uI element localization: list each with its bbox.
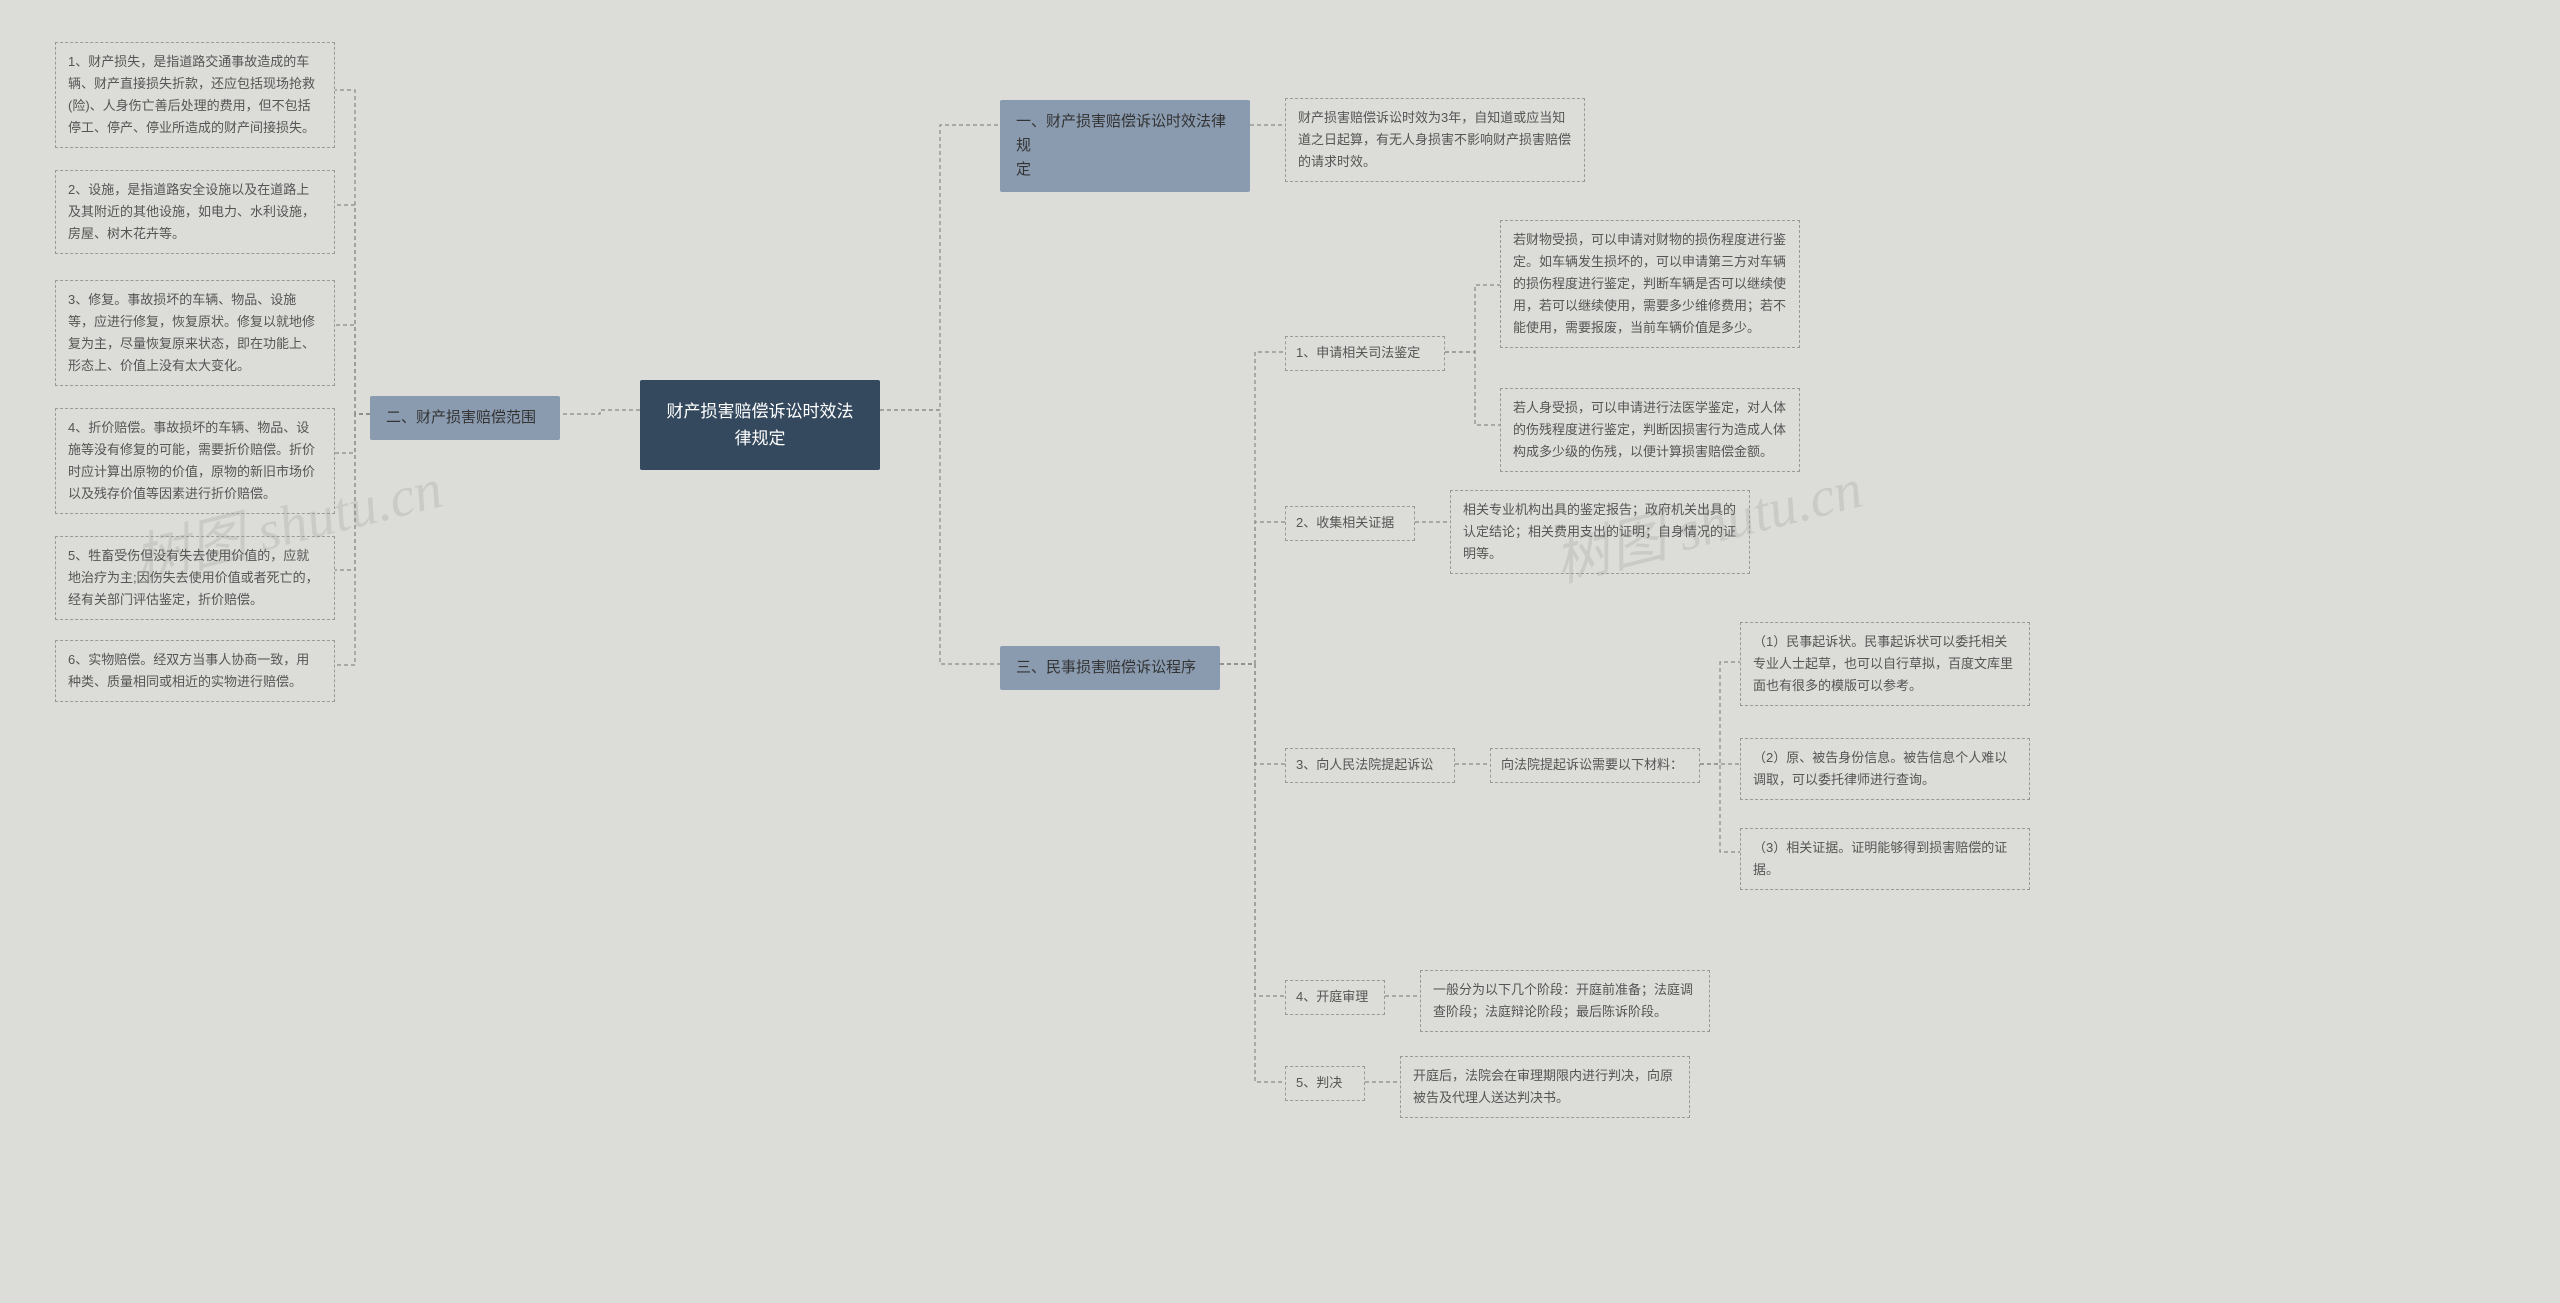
b3-sub-5-text: 5、判决 xyxy=(1296,1075,1342,1090)
s3-leaf-1: （2）原、被告身份信息。被告信息个人难以调取，可以委托律师进行查询。 xyxy=(1740,738,2030,800)
b3-sub-4-text: 4、开庭审理 xyxy=(1296,989,1368,1004)
b3-sub-5: 5、判决 xyxy=(1285,1066,1365,1101)
s3-leaf-2: （3）相关证据。证明能够得到损害赔偿的证据。 xyxy=(1740,828,2030,890)
b2-leaf-0: 1、财产损失，是指道路交通事故造成的车辆、财产直接损失折款，还应包括现场抢救(险… xyxy=(55,42,335,148)
b2-leaf-3: 4、折价赔偿。事故损坏的车辆、物品、设施等没有修复的可能，需要折价赔偿。折价时应… xyxy=(55,408,335,514)
b1-leaf-0: 财产损害赔偿诉讼时效为3年，自知道或应当知道之日起算，有无人身损害不影响财产损害… xyxy=(1285,98,1585,182)
b2-leaf-5-text: 6、实物赔偿。经双方当事人协商一致，用种类、质量相同或相近的实物进行赔偿。 xyxy=(68,652,309,689)
s3-mid: 向法院提起诉讼需要以下材料： xyxy=(1490,748,1700,783)
s4-leaf-0-text: 一般分为以下几个阶段：开庭前准备；法庭调查阶段；法庭辩论阶段；最后陈诉阶段。 xyxy=(1433,982,1693,1019)
s1-leaf-0-text: 若财物受损，可以申请对财物的损伤程度进行鉴定。如车辆发生损坏的，可以申请第三方对… xyxy=(1513,232,1786,335)
b3-sub-1: 1、申请相关司法鉴定 xyxy=(1285,336,1445,371)
b3-sub-4: 4、开庭审理 xyxy=(1285,980,1385,1015)
b3-sub-1-text: 1、申请相关司法鉴定 xyxy=(1296,345,1420,360)
s3-mid-text: 向法院提起诉讼需要以下材料： xyxy=(1501,757,1683,772)
branch-3: 三、民事损害赔偿诉讼程序 xyxy=(1000,646,1220,690)
s3-leaf-0: （1）民事起诉状。民事起诉状可以委托相关专业人士起草，也可以自行草拟，百度文库里… xyxy=(1740,622,2030,706)
b3-sub-2-text: 2、收集相关证据 xyxy=(1296,515,1394,530)
s4-leaf-0: 一般分为以下几个阶段：开庭前准备；法庭调查阶段；法庭辩论阶段；最后陈诉阶段。 xyxy=(1420,970,1710,1032)
branch-1: 一、财产损害赔偿诉讼时效法律规定 xyxy=(1000,100,1250,192)
b2-leaf-1-text: 2、设施，是指道路安全设施以及在道路上及其附近的其他设施，如电力、水利设施，房屋… xyxy=(68,182,315,241)
b1-leaf-0-text: 财产损害赔偿诉讼时效为3年，自知道或应当知道之日起算，有无人身损害不影响财产损害… xyxy=(1298,110,1571,169)
s5-leaf-0-text: 开庭后，法院会在审理期限内进行判决，向原被告及代理人送达判决书。 xyxy=(1413,1068,1673,1105)
b2-leaf-2-text: 3、修复。事故损坏的车辆、物品、设施等，应进行修复，恢复原状。修复以就地修复为主… xyxy=(68,292,315,373)
b2-leaf-5: 6、实物赔偿。经双方当事人协商一致，用种类、质量相同或相近的实物进行赔偿。 xyxy=(55,640,335,702)
s2-leaf-0-text: 相关专业机构出具的鉴定报告；政府机关出具的认定结论；相关费用支出的证明；自身情况… xyxy=(1463,502,1736,561)
branch-1-text: 一、财产损害赔偿诉讼时效法律规定 xyxy=(1016,113,1226,178)
b2-leaf-1: 2、设施，是指道路安全设施以及在道路上及其附近的其他设施，如电力、水利设施，房屋… xyxy=(55,170,335,254)
b2-leaf-0-text: 1、财产损失，是指道路交通事故造成的车辆、财产直接损失折款，还应包括现场抢救(险… xyxy=(68,54,315,135)
s3-leaf-0-text: （1）民事起诉状。民事起诉状可以委托相关专业人士起草，也可以自行草拟，百度文库里… xyxy=(1753,634,2013,693)
b2-leaf-4: 5、牲畜受伤但没有失去使用价值的，应就地治疗为主;因伤失去使用价值或者死亡的，经… xyxy=(55,536,335,620)
b2-leaf-3-text: 4、折价赔偿。事故损坏的车辆、物品、设施等没有修复的可能，需要折价赔偿。折价时应… xyxy=(68,420,315,501)
b3-sub-2: 2、收集相关证据 xyxy=(1285,506,1415,541)
root-node: 财产损害赔偿诉讼时效法律规定 xyxy=(640,380,880,470)
b2-leaf-2: 3、修复。事故损坏的车辆、物品、设施等，应进行修复，恢复原状。修复以就地修复为主… xyxy=(55,280,335,386)
s1-leaf-1-text: 若人身受损，可以申请进行法医学鉴定，对人体的伤残程度进行鉴定，判断因损害行为造成… xyxy=(1513,400,1786,459)
b3-sub-3-text: 3、向人民法院提起诉讼 xyxy=(1296,757,1433,772)
s1-leaf-0: 若财物受损，可以申请对财物的损伤程度进行鉴定。如车辆发生损坏的，可以申请第三方对… xyxy=(1500,220,1800,348)
s3-leaf-1-text: （2）原、被告身份信息。被告信息个人难以调取，可以委托律师进行查询。 xyxy=(1753,750,2007,787)
connector-layer xyxy=(0,0,2560,1303)
s5-leaf-0: 开庭后，法院会在审理期限内进行判决，向原被告及代理人送达判决书。 xyxy=(1400,1056,1690,1118)
branch-3-text: 三、民事损害赔偿诉讼程序 xyxy=(1016,659,1196,676)
branch-2: 二、财产损害赔偿范围 xyxy=(370,396,560,440)
branch-2-text: 二、财产损害赔偿范围 xyxy=(386,409,536,426)
b3-sub-3: 3、向人民法院提起诉讼 xyxy=(1285,748,1455,783)
s3-leaf-2-text: （3）相关证据。证明能够得到损害赔偿的证据。 xyxy=(1753,840,2007,877)
s1-leaf-1: 若人身受损，可以申请进行法医学鉴定，对人体的伤残程度进行鉴定，判断因损害行为造成… xyxy=(1500,388,1800,472)
b2-leaf-4-text: 5、牲畜受伤但没有失去使用价值的，应就地治疗为主;因伤失去使用价值或者死亡的，经… xyxy=(68,548,319,607)
root-text: 财产损害赔偿诉讼时效法律规定 xyxy=(667,402,854,448)
s2-leaf-0: 相关专业机构出具的鉴定报告；政府机关出具的认定结论；相关费用支出的证明；自身情况… xyxy=(1450,490,1750,574)
